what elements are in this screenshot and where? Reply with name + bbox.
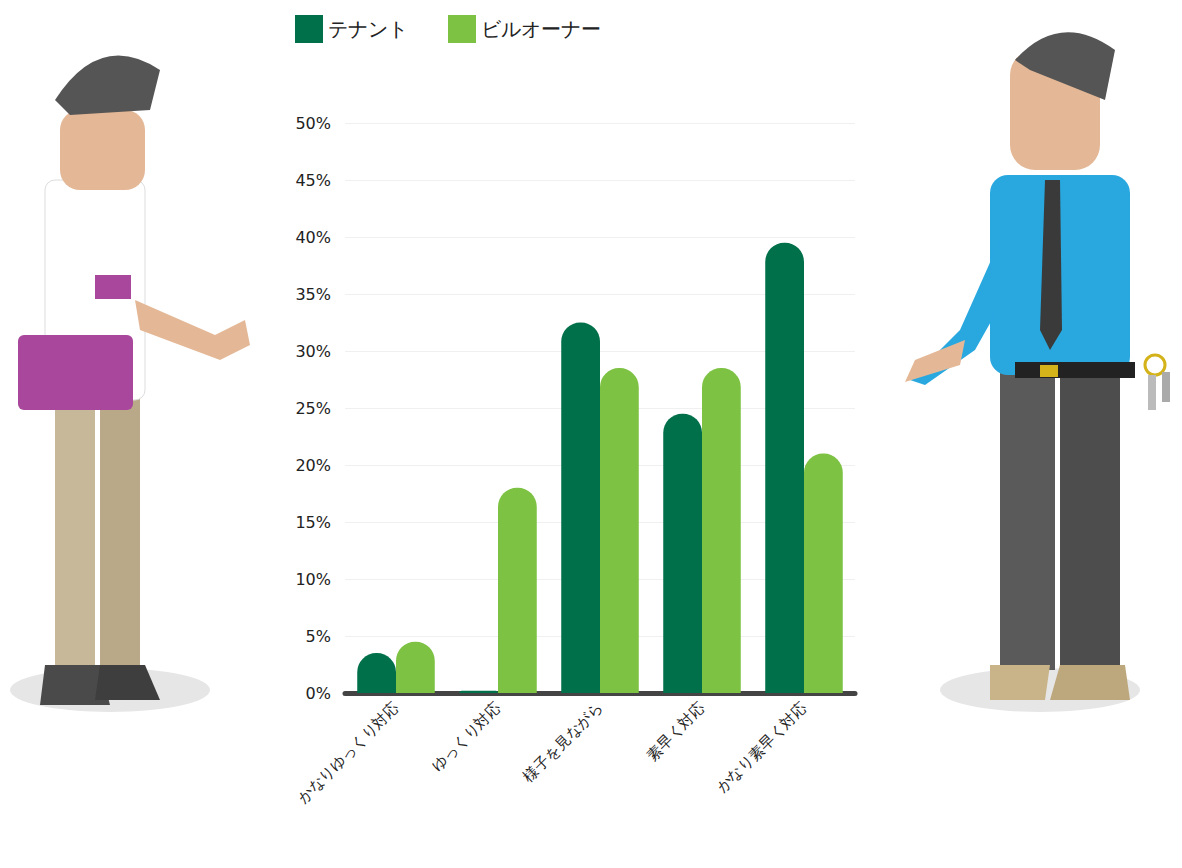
svg-text:ゆっくり対応: ゆっくり対応 — [428, 699, 504, 775]
svg-text:40%: 40% — [295, 228, 331, 247]
svg-text:30%: 30% — [295, 342, 331, 361]
svg-text:かなりゆっくり対応: かなりゆっくり対応 — [294, 699, 402, 807]
svg-text:15%: 15% — [295, 513, 331, 532]
svg-text:素早く対応: 素早く対応 — [643, 699, 709, 765]
svg-text:かなり素早く対応: かなり素早く対応 — [713, 699, 811, 797]
svg-text:45%: 45% — [295, 171, 331, 190]
svg-text:10%: 10% — [295, 570, 331, 589]
svg-text:20%: 20% — [295, 456, 331, 475]
svg-text:テナント: テナント — [328, 17, 408, 41]
svg-text:35%: 35% — [295, 285, 331, 304]
svg-text:5%: 5% — [306, 627, 331, 646]
svg-text:0%: 0% — [306, 684, 331, 703]
svg-text:25%: 25% — [295, 399, 331, 418]
svg-text:ビルオーナー: ビルオーナー — [481, 17, 601, 41]
svg-text:様子を見ながら: 様子を見ながら — [519, 699, 606, 786]
svg-text:50%: 50% — [295, 114, 331, 133]
